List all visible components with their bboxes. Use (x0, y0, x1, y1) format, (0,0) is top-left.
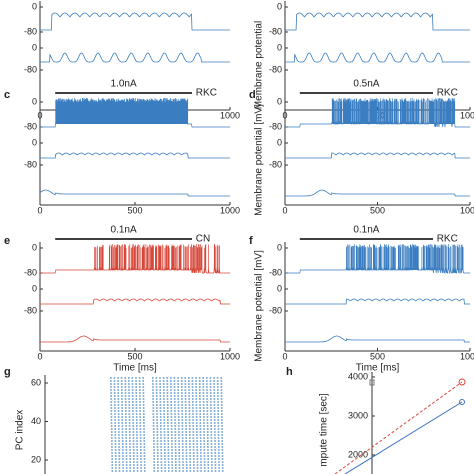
trace (40, 335, 230, 343)
trace (39, 189, 230, 197)
y-tick-label: 0 (32, 137, 37, 147)
x-tick-label: 1000 (460, 110, 474, 120)
y-tick-label: 0 (277, 242, 282, 252)
y-tick-label: 0 (32, 42, 37, 52)
y-tick-label: -80 (269, 121, 282, 131)
y-tick-label: 60 (31, 377, 41, 387)
stim-label: 0.5nA (353, 79, 379, 90)
panel-letter: c (4, 89, 10, 101)
y-tick-label: -80 (269, 159, 282, 169)
trace (40, 244, 230, 274)
trace (40, 98, 230, 128)
y-axis-label: Membrane potential [mV] (254, 104, 265, 216)
x-tick-label: 500 (370, 205, 385, 215)
x-axis-label: Time [ms] (113, 363, 157, 374)
y-tick-label: -80 (24, 267, 37, 277)
x-tick-label: 0 (282, 205, 287, 215)
x-tick-label: 1000 (460, 205, 474, 215)
trace (285, 189, 470, 197)
y-tick-label: 0 (277, 96, 282, 106)
y-tick-label: -80 (269, 26, 282, 36)
trace (40, 12, 230, 31)
y-tick-label: 4000 (348, 371, 368, 381)
y-axis-label: Membrane potential [mV] (254, 250, 265, 362)
x-tick-label: 0 (282, 351, 287, 361)
stim-label: 1.0nA (111, 79, 137, 90)
panel-letter: h (286, 366, 293, 378)
y-tick-label: -80 (24, 159, 37, 169)
cell-tag: CN (196, 234, 210, 245)
cell-tag: RKC (196, 88, 217, 99)
y-tick-label: -80 (269, 267, 282, 277)
panel-letter: e (4, 235, 10, 247)
y-tick-label: 0 (32, 96, 37, 106)
x-tick-label: 1000 (460, 351, 474, 361)
y-tick-label: 2000 (348, 449, 368, 459)
x-tick-label: 1000 (220, 351, 240, 361)
y-tick-label: 0 (32, 283, 37, 293)
x-axis-label: Time [ms] (356, 363, 400, 374)
trace (285, 152, 470, 159)
y-tick-label: 0 (32, 242, 37, 252)
y-tick-label: -80 (24, 305, 37, 315)
y-tick-label: 20 (31, 454, 41, 464)
series-line (344, 401, 463, 474)
y-tick-label: -80 (269, 305, 282, 315)
panel-letter: g (4, 366, 11, 378)
cell-tag: RKC (437, 234, 458, 245)
y-tick-label: 0 (32, 1, 37, 11)
trace (285, 12, 470, 31)
y-tick-label: 40 (31, 416, 41, 426)
y-tick-label: -80 (24, 64, 37, 74)
series-line (334, 381, 463, 474)
trace (285, 335, 470, 343)
y-tick-label: 0 (277, 283, 282, 293)
y-tick-label: 0 (277, 42, 282, 52)
x-tick-label: 1000 (220, 205, 240, 215)
x-tick-label: 1000 (220, 110, 240, 120)
x-tick-label: 500 (370, 351, 385, 361)
y-tick-label: -80 (24, 26, 37, 36)
y-tick-label: 0 (277, 137, 282, 147)
y-axis-label: mpute time [sec] (319, 393, 330, 467)
marker (369, 379, 375, 386)
trace (285, 298, 470, 305)
panel-letter: f (249, 235, 253, 247)
y-tick-label: 3000 (348, 410, 368, 420)
x-tick-label: 500 (127, 205, 142, 215)
y-axis-label: Membrane potential (254, 21, 265, 109)
trace (40, 52, 230, 63)
y-tick-label: -80 (269, 64, 282, 74)
y-tick-label: 0 (277, 1, 282, 11)
trace (285, 52, 470, 63)
x-tick-label: 0 (37, 205, 42, 215)
trace (40, 298, 230, 305)
marker (458, 378, 466, 386)
trace (40, 152, 230, 159)
y-tick-label: -80 (24, 121, 37, 131)
marker (459, 399, 465, 405)
trace (285, 244, 470, 274)
stim-label: 0.1nA (353, 225, 379, 236)
panel-letter: d (249, 89, 256, 101)
x-tick-label: 500 (370, 110, 385, 120)
cell-tag: RKC (437, 88, 458, 99)
y-axis-label: PC index (15, 410, 26, 451)
x-tick-label: 500 (127, 351, 142, 361)
stim-label: 0.1nA (111, 225, 137, 236)
x-tick-label: 0 (37, 351, 42, 361)
